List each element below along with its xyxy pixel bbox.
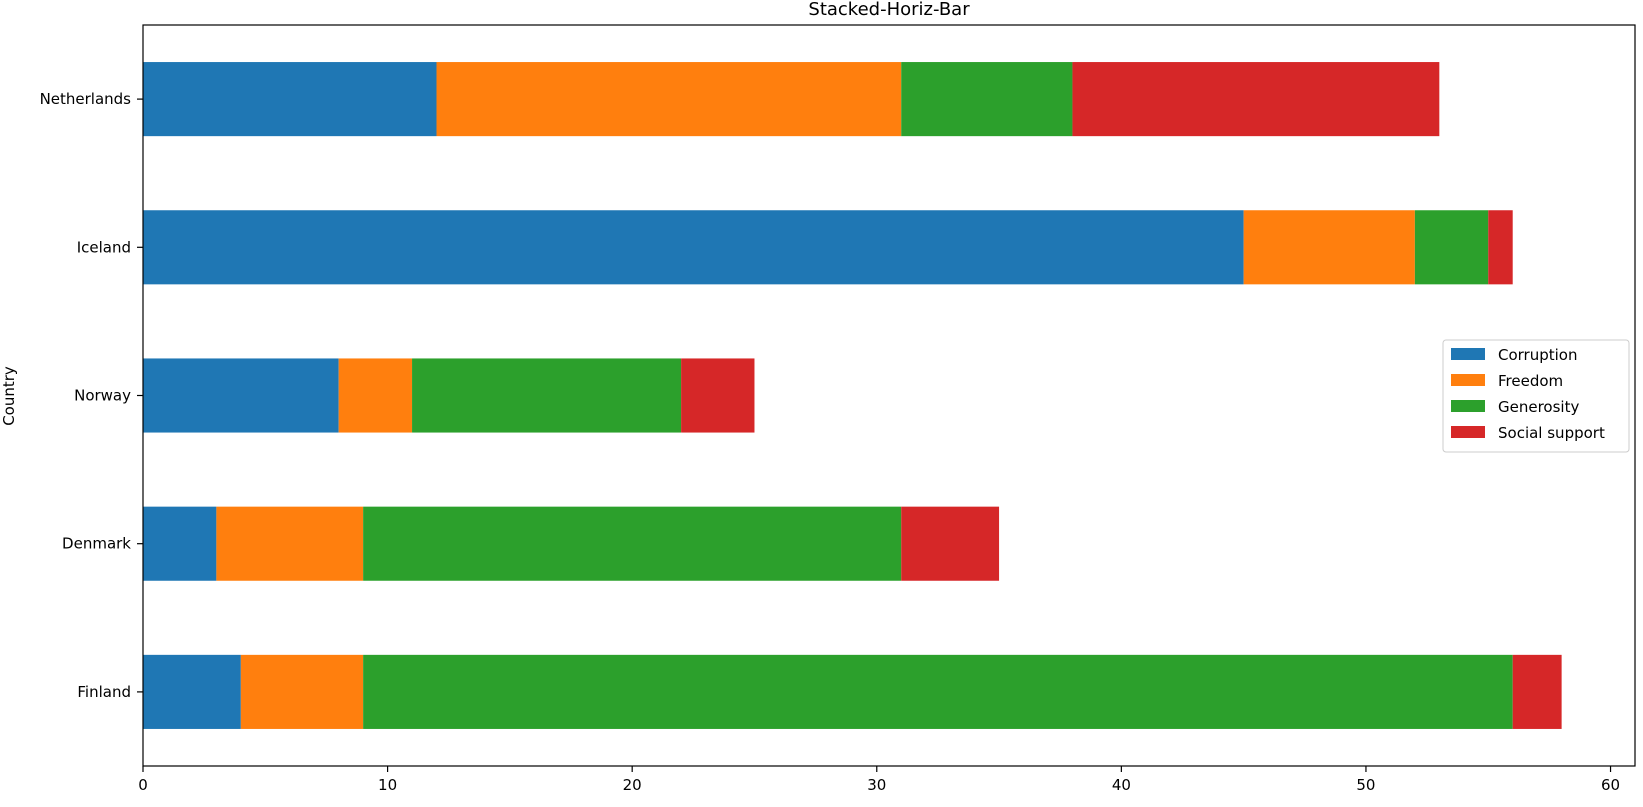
x-tick-label: 0 bbox=[138, 776, 148, 794]
bar-netherlands-generosity bbox=[901, 62, 1073, 137]
bar-finland-freedom bbox=[240, 654, 364, 729]
x-tick-label: 20 bbox=[623, 776, 642, 794]
legend-label-generosity: Generosity bbox=[1498, 398, 1579, 416]
legend-label-social-support: Social support bbox=[1498, 424, 1605, 442]
y-tick-label-netherlands: Netherlands bbox=[40, 90, 132, 108]
bar-netherlands-social-support bbox=[1072, 62, 1440, 137]
bar-norway-generosity bbox=[412, 358, 682, 433]
y-tick-label-iceland: Iceland bbox=[77, 238, 131, 256]
bar-finland-generosity bbox=[363, 654, 1513, 729]
x-tick-label: 60 bbox=[1601, 776, 1620, 794]
x-tick-label: 50 bbox=[1356, 776, 1375, 794]
bar-iceland-social-support bbox=[1488, 210, 1513, 285]
x-tick-label: 40 bbox=[1112, 776, 1131, 794]
bar-iceland-corruption bbox=[143, 210, 1244, 285]
legend-label-corruption: Corruption bbox=[1498, 346, 1577, 364]
legend-label-freedom: Freedom bbox=[1498, 372, 1563, 390]
plot-frame bbox=[142, 24, 1636, 767]
bar-netherlands-corruption bbox=[143, 62, 437, 137]
bar-denmark-generosity bbox=[363, 506, 902, 581]
y-tick-label-finland: Finland bbox=[77, 683, 131, 701]
y-tick-label-denmark: Denmark bbox=[62, 535, 131, 553]
y-tick-label-norway: Norway bbox=[74, 387, 131, 405]
bar-denmark-freedom bbox=[216, 506, 364, 581]
bar-denmark-corruption bbox=[143, 506, 217, 581]
bar-finland-social-support bbox=[1512, 654, 1562, 729]
legend-box bbox=[1442, 339, 1630, 453]
legend-swatch-social-support bbox=[1451, 426, 1485, 438]
x-axis-ticks: 0 10 20 30 40 50 60 bbox=[138, 766, 1620, 794]
bar-denmark-social-support bbox=[901, 506, 1000, 581]
chart-title: Stacked-Horiz-Bar bbox=[808, 0, 970, 20]
legend-swatch-freedom bbox=[1451, 374, 1485, 386]
legend-swatch-generosity bbox=[1451, 400, 1485, 412]
x-tick-label: 30 bbox=[867, 776, 886, 794]
bar-finland-corruption bbox=[143, 654, 241, 729]
bar-norway-social-support bbox=[681, 358, 755, 433]
bars-group bbox=[143, 62, 1562, 729]
x-tick-label: 10 bbox=[378, 776, 397, 794]
legend-swatch-corruption bbox=[1451, 348, 1485, 360]
bar-iceland-generosity bbox=[1414, 210, 1489, 285]
y-axis-ticks: Finland Denmark Norway Iceland Netherlands bbox=[40, 90, 143, 701]
bar-norway-corruption bbox=[143, 358, 339, 433]
y-axis-label: Country bbox=[0, 366, 18, 426]
legend: Corruption Freedom Generosity Social suppor… bbox=[1442, 339, 1630, 453]
bar-norway-freedom bbox=[338, 358, 413, 433]
bar-netherlands-freedom bbox=[436, 62, 902, 137]
bar-iceland-freedom bbox=[1243, 210, 1415, 285]
